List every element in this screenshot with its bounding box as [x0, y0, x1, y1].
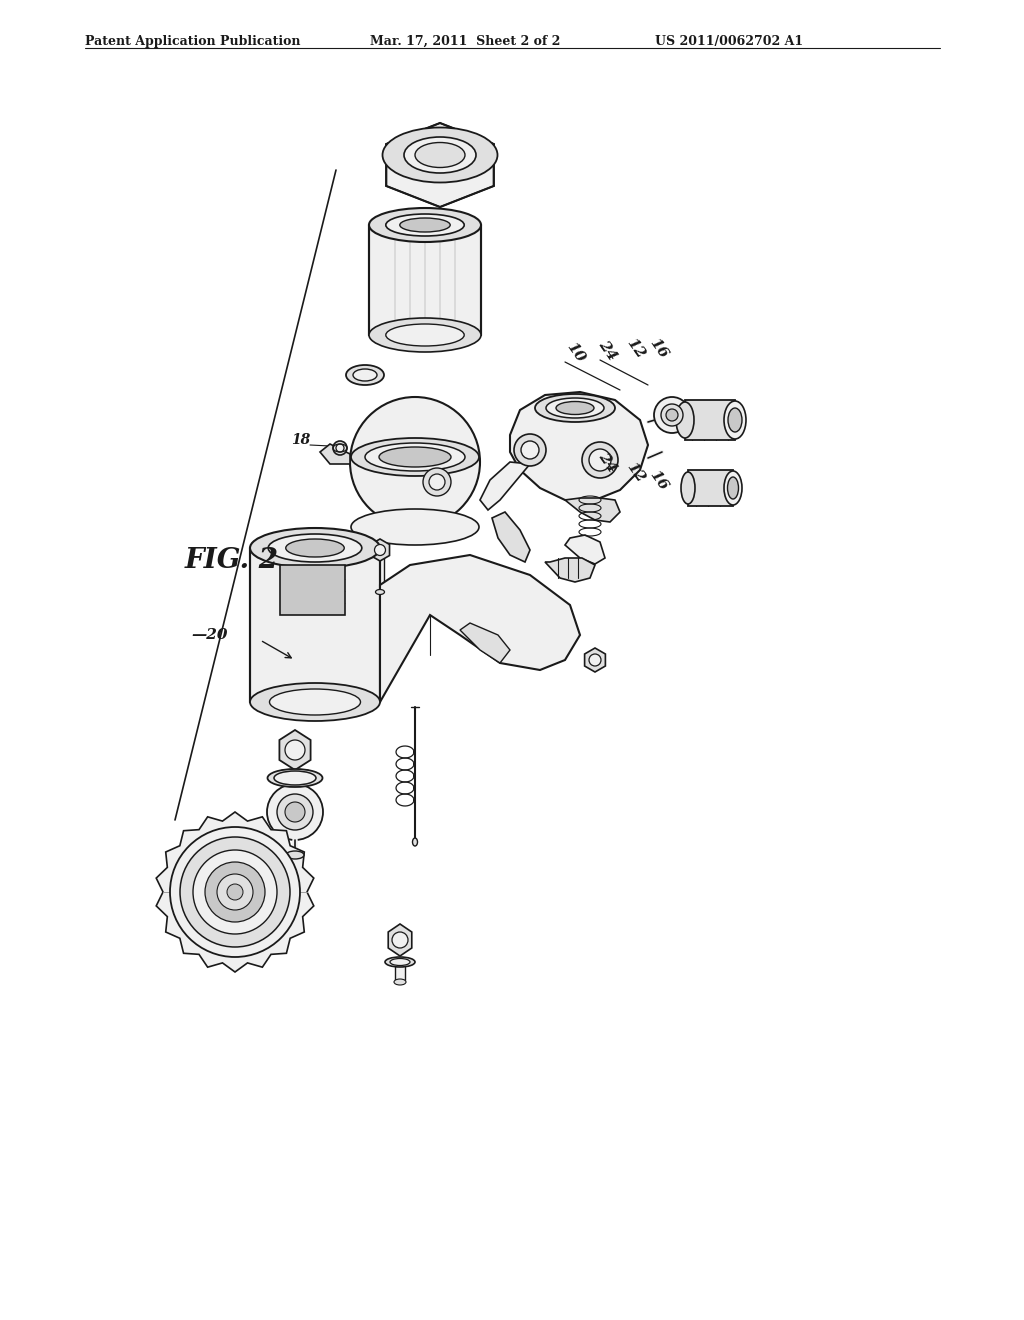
Text: 12: 12 [624, 335, 647, 360]
Ellipse shape [724, 471, 742, 506]
Circle shape [662, 404, 683, 426]
Ellipse shape [351, 438, 479, 477]
Circle shape [217, 874, 253, 909]
Circle shape [267, 784, 323, 840]
Ellipse shape [286, 539, 344, 557]
Circle shape [333, 441, 347, 455]
Ellipse shape [724, 401, 746, 440]
Ellipse shape [351, 510, 479, 545]
Ellipse shape [676, 403, 694, 438]
Polygon shape [319, 444, 350, 465]
Circle shape [170, 828, 300, 957]
Ellipse shape [386, 323, 464, 346]
Ellipse shape [267, 770, 323, 787]
Circle shape [521, 441, 539, 459]
Ellipse shape [535, 393, 615, 422]
Ellipse shape [369, 209, 481, 242]
Circle shape [654, 397, 690, 433]
Ellipse shape [250, 682, 380, 721]
Polygon shape [460, 623, 510, 663]
Ellipse shape [394, 979, 406, 985]
Ellipse shape [681, 473, 695, 504]
Ellipse shape [546, 399, 604, 418]
Circle shape [350, 397, 480, 527]
Ellipse shape [413, 838, 418, 846]
Circle shape [227, 884, 243, 900]
Ellipse shape [556, 401, 594, 414]
Text: Mar. 17, 2011  Sheet 2 of 2: Mar. 17, 2011 Sheet 2 of 2 [370, 36, 560, 48]
Ellipse shape [369, 318, 481, 352]
Text: 18: 18 [291, 433, 310, 447]
Circle shape [285, 741, 305, 760]
Polygon shape [510, 392, 648, 500]
Ellipse shape [286, 851, 304, 859]
Circle shape [180, 837, 290, 946]
Ellipse shape [399, 218, 451, 232]
Circle shape [514, 434, 546, 466]
Circle shape [193, 850, 278, 935]
Circle shape [375, 544, 385, 556]
Polygon shape [388, 924, 412, 956]
Polygon shape [250, 548, 380, 702]
Polygon shape [280, 730, 310, 770]
Polygon shape [585, 648, 605, 672]
Circle shape [589, 653, 601, 667]
Polygon shape [492, 512, 530, 562]
Circle shape [392, 932, 408, 948]
Ellipse shape [383, 128, 498, 182]
Text: 24: 24 [595, 449, 618, 475]
Ellipse shape [250, 528, 380, 568]
Circle shape [582, 442, 618, 478]
Ellipse shape [728, 408, 742, 432]
Polygon shape [480, 462, 530, 510]
Polygon shape [545, 558, 595, 582]
Polygon shape [380, 554, 580, 702]
Polygon shape [369, 224, 481, 335]
Polygon shape [565, 535, 605, 564]
Ellipse shape [346, 366, 384, 385]
Bar [395, 964, 406, 979]
Ellipse shape [385, 957, 415, 968]
Text: FIG. 2: FIG. 2 [185, 546, 279, 573]
Ellipse shape [365, 444, 465, 471]
Ellipse shape [415, 143, 465, 168]
Bar [688, 470, 733, 506]
Polygon shape [157, 812, 313, 972]
Text: 10: 10 [563, 339, 587, 364]
Text: 16: 16 [646, 335, 670, 360]
Circle shape [429, 474, 445, 490]
Text: —20: —20 [191, 628, 228, 642]
Text: 16: 16 [646, 467, 670, 492]
Text: US 2011/0062702 A1: US 2011/0062702 A1 [655, 36, 803, 48]
Circle shape [666, 409, 678, 421]
Ellipse shape [404, 137, 476, 173]
Bar [280, 565, 345, 615]
Text: Patent Application Publication: Patent Application Publication [85, 36, 300, 48]
Circle shape [285, 803, 305, 822]
Circle shape [423, 469, 451, 496]
Ellipse shape [379, 447, 451, 467]
Ellipse shape [386, 214, 464, 236]
Ellipse shape [353, 370, 377, 381]
Polygon shape [371, 539, 389, 561]
Ellipse shape [390, 958, 410, 965]
Polygon shape [565, 498, 620, 521]
Bar [685, 400, 735, 440]
Text: 12: 12 [624, 459, 647, 484]
Circle shape [336, 444, 344, 451]
Bar [376, 550, 384, 590]
Ellipse shape [268, 535, 361, 562]
Circle shape [589, 449, 611, 471]
Ellipse shape [269, 689, 360, 715]
Circle shape [278, 795, 313, 830]
Ellipse shape [727, 477, 738, 499]
Polygon shape [386, 123, 494, 207]
Ellipse shape [376, 590, 384, 594]
Circle shape [205, 862, 265, 921]
Ellipse shape [274, 771, 316, 785]
Text: 24: 24 [595, 338, 618, 363]
